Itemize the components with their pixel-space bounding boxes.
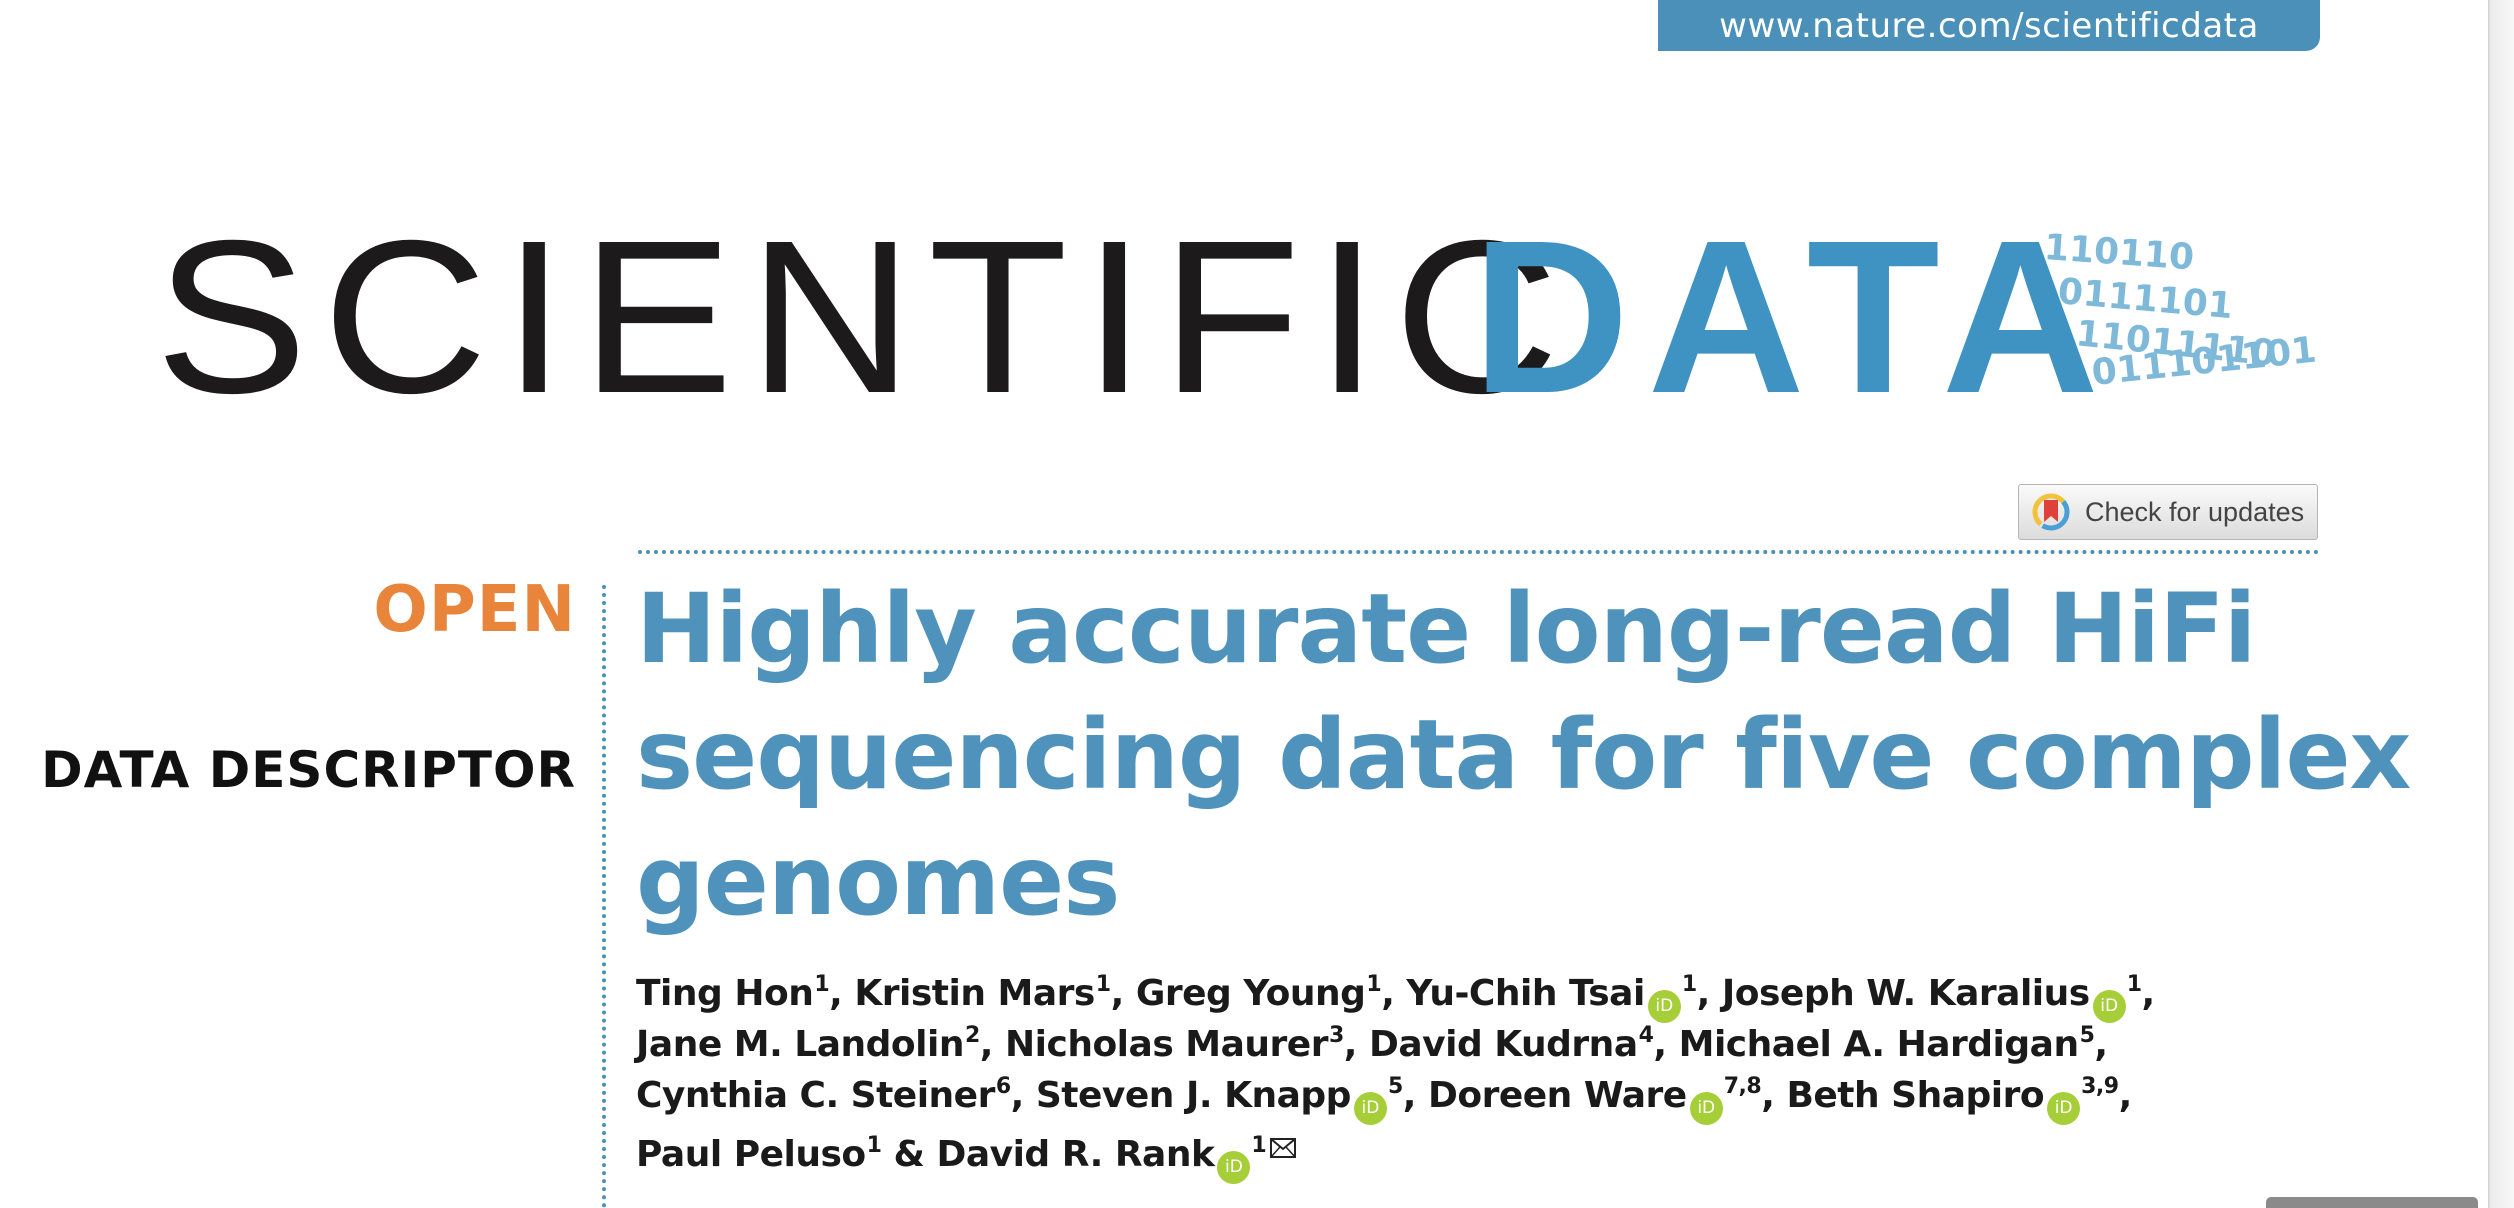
- author-name[interactable]: Yu-Chih Tsai iD1: [1406, 972, 1697, 1023]
- affiliation-superscript: 1: [1366, 972, 1382, 997]
- orcid-icon[interactable]: iD: [1647, 990, 1681, 1023]
- masthead-data: DATA: [1472, 196, 2118, 439]
- affiliation-superscript: 1: [866, 1133, 882, 1158]
- author-name[interactable]: David Kudrna4: [1368, 1023, 1654, 1065]
- affiliation-superscript: 3,9: [2081, 1074, 2119, 1099]
- author-name[interactable]: David R. Rank iD1: [936, 1133, 1297, 1184]
- author-name[interactable]: Nicholas Maurer3: [1005, 1023, 1344, 1065]
- header-divider: [638, 550, 2320, 554]
- author-name[interactable]: Greg Young1: [1135, 972, 1382, 1014]
- author-name[interactable]: Steven J. Knapp iD5: [1036, 1074, 1403, 1125]
- author-name[interactable]: Ting Hon1: [636, 972, 830, 1014]
- author-list: Ting Hon1, Kristin Mars1, Greg Young1, Y…: [636, 968, 2336, 1184]
- title-line: genomes: [636, 825, 1120, 937]
- check-for-updates-label: Check for updates: [2085, 496, 2305, 527]
- check-for-updates-button[interactable]: Check for updates: [2018, 484, 2318, 540]
- envelope-icon[interactable]: [1270, 1121, 1297, 1172]
- affiliation-superscript: 1: [814, 972, 830, 997]
- author-name[interactable]: Michael A. Hardigan5: [1678, 1023, 2095, 1065]
- affiliation-superscript: 6: [995, 1074, 1011, 1099]
- author-name[interactable]: Cynthia C. Steiner6: [636, 1074, 1011, 1116]
- author-name[interactable]: Jane M. Landolin2: [636, 1023, 980, 1065]
- page-edge-shadow: [2488, 0, 2514, 1208]
- orcid-icon[interactable]: iD: [2047, 1092, 2081, 1125]
- open-access-label: OPEN: [373, 573, 576, 647]
- title-line: Highly accurate long-read HiFi: [636, 573, 2257, 685]
- bookmark-ring-icon: [2031, 492, 2071, 532]
- affiliation-superscript: 1: [2126, 972, 2142, 997]
- author-line: Ting Hon1, Kristin Mars1, Greg Young1, Y…: [636, 968, 2336, 1023]
- affiliation-superscript: 5: [2079, 1023, 2095, 1048]
- orcid-icon[interactable]: iD: [2092, 990, 2126, 1023]
- orcid-icon[interactable]: iD: [1353, 1092, 1387, 1125]
- affiliation-superscript: 7,8: [1723, 1074, 1762, 1099]
- affiliation-superscript: 5: [1387, 1074, 1403, 1099]
- orcid-icon[interactable]: iD: [1689, 1092, 1723, 1125]
- affiliation-superscript: 1: [1251, 1133, 1267, 1158]
- column-divider: [602, 585, 606, 1208]
- author-name[interactable]: Paul Peluso1: [636, 1133, 882, 1175]
- author-name[interactable]: Joseph W. Karalius iD1: [1722, 972, 2142, 1023]
- journal-url-banner[interactable]: www.nature.com/scientificdata: [1658, 0, 2320, 51]
- masthead-binary-line: 110110: [2042, 227, 2196, 279]
- author-line: Paul Peluso1 & David R. Rank iD1: [636, 1121, 2336, 1184]
- author-name[interactable]: Doreen Ware iD7,8: [1428, 1074, 1762, 1125]
- author-line: Cynthia C. Steiner6, Steven J. Knapp iD5,…: [636, 1070, 2336, 1125]
- title-line: sequencing data for five complex: [636, 699, 2411, 811]
- author-name[interactable]: Beth Shapiro iD3,9: [1786, 1074, 2119, 1125]
- masthead-scientific: SCIENTIFIC: [155, 196, 1574, 439]
- orcid-icon[interactable]: iD: [1217, 1151, 1251, 1184]
- affiliation-superscript: 2: [964, 1023, 980, 1048]
- affiliation-superscript: 1: [1681, 972, 1697, 997]
- author-name[interactable]: Kristin Mars1: [854, 972, 1111, 1014]
- affiliation-superscript: 4: [1638, 1023, 1654, 1048]
- article-type-label: DATA DESCRIPTOR: [41, 741, 576, 799]
- affiliation-superscript: 3: [1328, 1023, 1344, 1048]
- author-line: Jane M. Landolin2, Nicholas Maurer3, Dav…: [636, 1023, 2108, 1065]
- affiliation-superscript: 1: [1095, 972, 1111, 997]
- horizontal-scrollbar-thumb[interactable]: [2266, 1197, 2478, 1208]
